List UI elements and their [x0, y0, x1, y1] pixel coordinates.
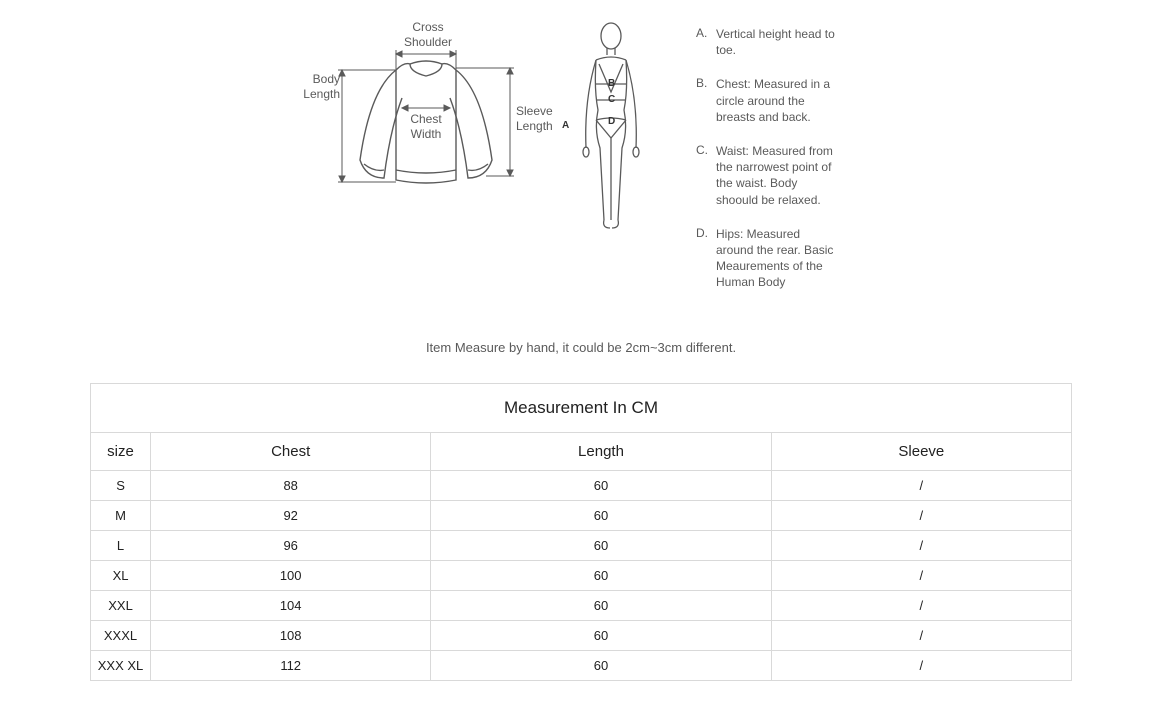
meas-item-b: B. Chest: Measured in a circle around th… [696, 76, 836, 125]
cell-sleeve: / [771, 591, 1071, 621]
label-chest-width: ChestWidth [406, 112, 446, 142]
measurement-note: Item Measure by hand, it could be 2cm~3c… [0, 340, 1162, 355]
cell-size: S [91, 471, 151, 501]
cell-chest: 96 [151, 531, 431, 561]
cell-chest: 104 [151, 591, 431, 621]
cell-size: L [91, 531, 151, 561]
body-svg [566, 20, 656, 240]
cell-chest: 100 [151, 561, 431, 591]
cell-sleeve: / [771, 621, 1071, 651]
garment-diagram: CrossShoulder BodyLength ChestWidth Slee… [326, 20, 526, 220]
meas-letter: B. [696, 76, 710, 125]
cell-length: 60 [431, 501, 771, 531]
cell-sleeve: / [771, 561, 1071, 591]
cell-size: M [91, 501, 151, 531]
table-row: XXXL 108 60 / [91, 621, 1072, 651]
body-marker-b: B [608, 78, 615, 89]
cell-sleeve: / [771, 651, 1071, 681]
table-row: M 92 60 / [91, 501, 1072, 531]
col-chest: Chest [151, 433, 431, 471]
col-sleeve: Sleeve [771, 433, 1071, 471]
cell-chest: 112 [151, 651, 431, 681]
meas-text: Vertical height head to toe. [716, 26, 836, 58]
meas-item-a: A. Vertical height head to toe. [696, 26, 836, 58]
cell-length: 60 [431, 531, 771, 561]
diagrams-section: CrossShoulder BodyLength ChestWidth Slee… [0, 10, 1162, 310]
meas-letter: A. [696, 26, 710, 58]
label-body-length: BodyLength [298, 72, 340, 102]
cell-size: XXX XL [91, 651, 151, 681]
cell-sleeve: / [771, 471, 1071, 501]
cell-length: 60 [431, 651, 771, 681]
meas-item-d: D. Hips: Measured around the rear. Basic… [696, 226, 836, 291]
meas-text: Waist: Measured from the narrowest point… [716, 143, 836, 208]
cell-chest: 108 [151, 621, 431, 651]
cell-sleeve: / [771, 531, 1071, 561]
table-row: XXX XL 112 60 / [91, 651, 1072, 681]
col-size: size [91, 433, 151, 471]
label-cross-shoulder: CrossShoulder [398, 20, 458, 50]
col-length: Length [431, 433, 771, 471]
table-header-row: size Chest Length Sleeve [91, 433, 1072, 471]
cell-sleeve: / [771, 501, 1071, 531]
table-title-row: Measurement In CM [91, 384, 1072, 433]
table-row: XL 100 60 / [91, 561, 1072, 591]
measurement-descriptions: A. Vertical height head to toe. B. Chest… [696, 20, 836, 290]
table-row: L 96 60 / [91, 531, 1072, 561]
size-table-wrap: Measurement In CM size Chest Length Slee… [90, 383, 1072, 681]
cell-chest: 92 [151, 501, 431, 531]
meas-text: Hips: Measured around the rear. Basic Me… [716, 226, 836, 291]
cell-size: XL [91, 561, 151, 591]
body-marker-a: A [562, 120, 569, 131]
cell-size: XXXL [91, 621, 151, 651]
cell-chest: 88 [151, 471, 431, 501]
table-title: Measurement In CM [91, 384, 1072, 433]
meas-letter: D. [696, 226, 710, 291]
meas-text: Chest: Measured in a circle around the b… [716, 76, 836, 125]
cell-length: 60 [431, 591, 771, 621]
body-diagram: A B C D [566, 20, 656, 240]
table-row: S 88 60 / [91, 471, 1072, 501]
label-sleeve-length: SleeveLength [516, 104, 560, 134]
table-row: XXL 104 60 / [91, 591, 1072, 621]
cell-length: 60 [431, 471, 771, 501]
cell-length: 60 [431, 561, 771, 591]
body-marker-d: D [608, 116, 615, 127]
body-marker-c: C [608, 94, 615, 105]
size-table: Measurement In CM size Chest Length Slee… [90, 383, 1072, 681]
table-body: S 88 60 / M 92 60 / L 96 60 / XL 100 60 [91, 471, 1072, 681]
cell-size: XXL [91, 591, 151, 621]
meas-item-c: C. Waist: Measured from the narrowest po… [696, 143, 836, 208]
cell-length: 60 [431, 621, 771, 651]
meas-letter: C. [696, 143, 710, 208]
